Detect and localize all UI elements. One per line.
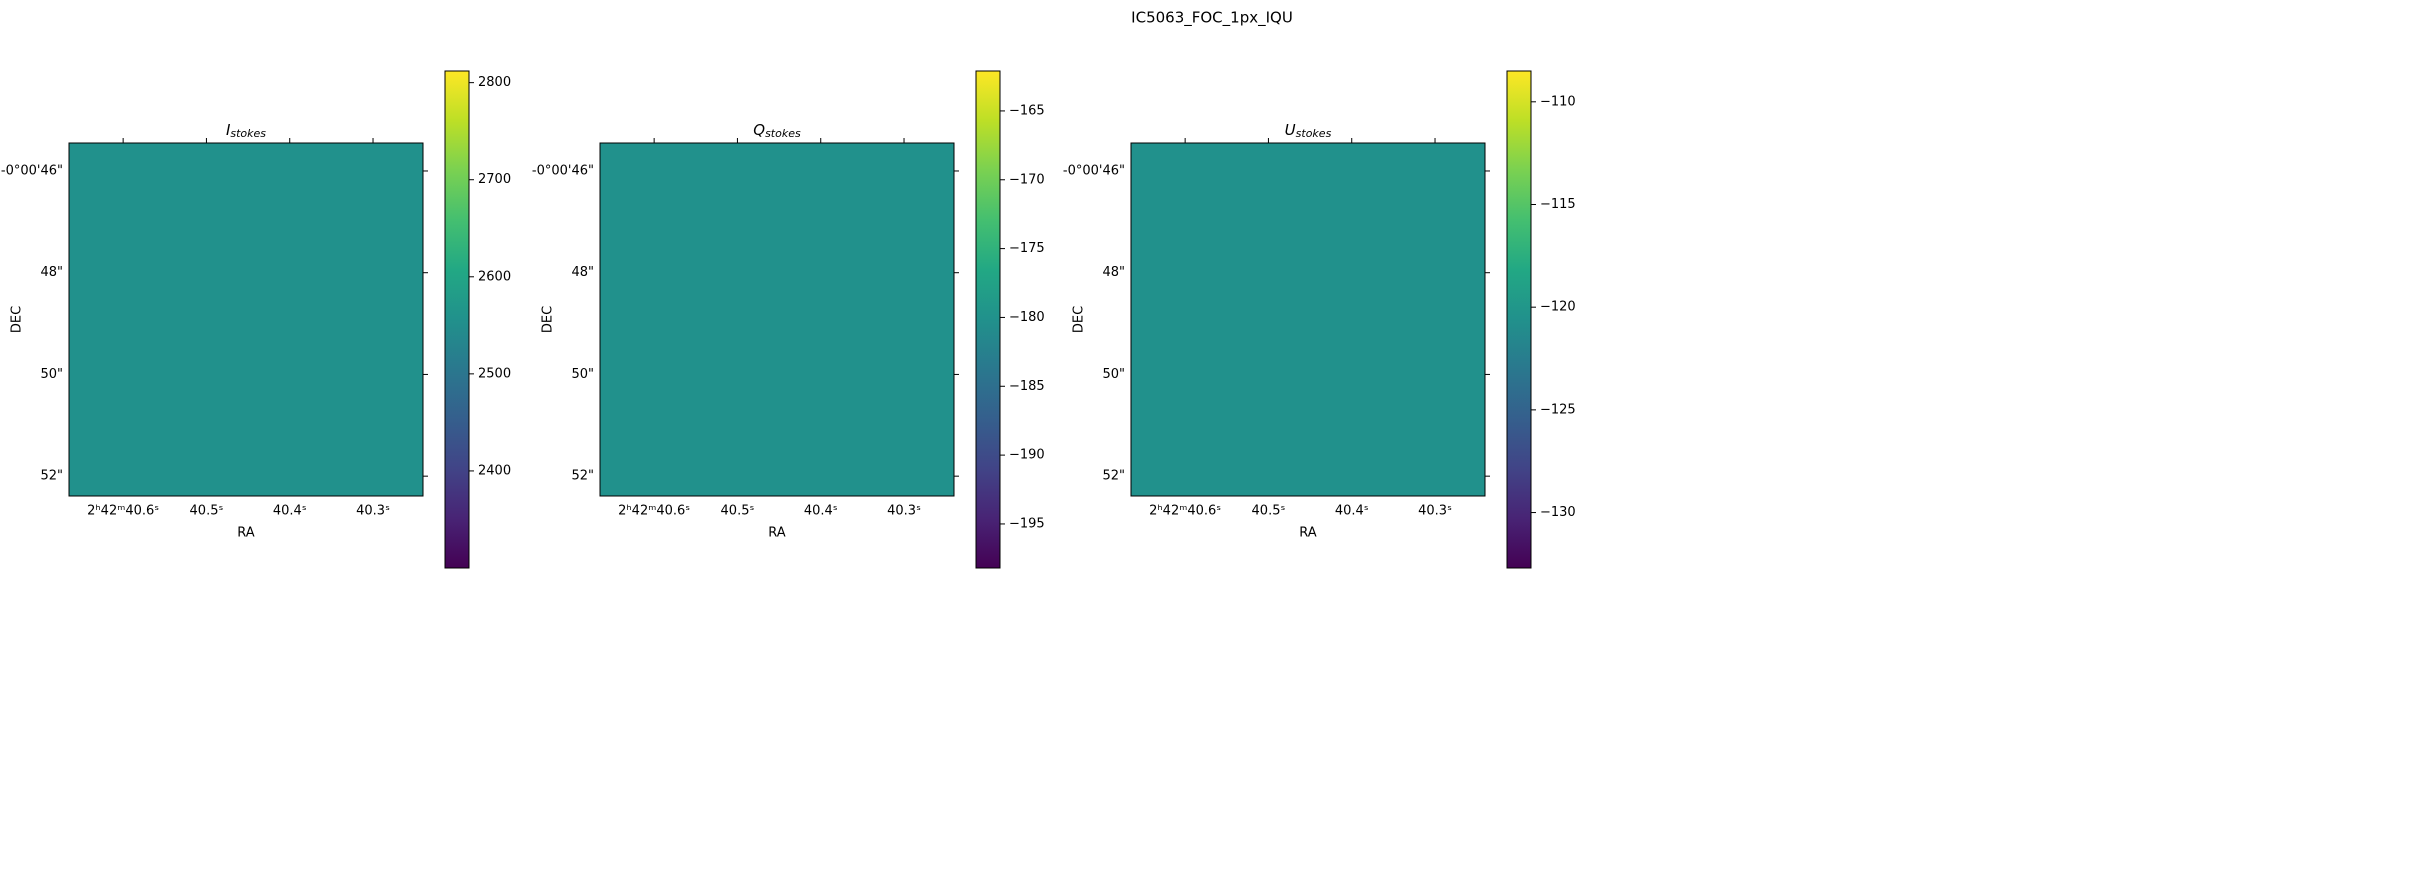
colorbar-tick-label: 2500 [478, 366, 511, 381]
colorbar-tick-label: −185 [1009, 379, 1045, 394]
y-axis-label: DEC [541, 306, 556, 333]
title-subscript: stokes [230, 127, 266, 140]
x-tick-label: 40.3ˢ [1418, 504, 1452, 519]
colorbar-tick-label: −130 [1540, 505, 1576, 520]
y-axis-label: DEC [10, 306, 25, 333]
x-tick-label: 2ʰ42ᵐ40.6ˢ [1149, 504, 1221, 519]
colorbar-tick-label: −125 [1540, 402, 1576, 417]
y-axis-label: DEC [1072, 306, 1087, 333]
y-tick-label: 48" [1102, 265, 1125, 280]
axes-title: Ustokes [1285, 121, 1332, 141]
colorbar [444, 70, 470, 569]
colorbar-tick-label: −170 [1009, 172, 1045, 187]
y-tick-label: -0°00'46" [1, 163, 63, 178]
x-tick-label: 40.4ˢ [804, 504, 838, 519]
x-tick-label: 40.4ˢ [1335, 504, 1369, 519]
title-main: I [226, 121, 231, 139]
colorbar-tick-label: −195 [1009, 516, 1045, 531]
colorbar-tick-label: −165 [1009, 103, 1045, 118]
y-tick-label: 50" [1102, 367, 1125, 382]
colorbar-tick-label: −115 [1540, 197, 1576, 212]
title-subscript: stokes [1296, 127, 1332, 140]
x-tick-label: 2ʰ42ᵐ40.6ˢ [87, 504, 159, 519]
colorbar-tick-label: −110 [1540, 94, 1576, 109]
y-tick-label: 50" [40, 367, 63, 382]
colorbar [1506, 70, 1532, 569]
axes-title: Qstokes [753, 121, 801, 141]
x-tick-label: 40.5ˢ [1252, 504, 1286, 519]
image-pixel [68, 142, 424, 497]
colorbar-tick-label: 2400 [478, 463, 511, 478]
x-axis-label: RA [768, 526, 786, 541]
colorbar-tick-label: −190 [1009, 448, 1045, 463]
title-main: U [1285, 121, 1296, 139]
colorbar-tick-label: 2800 [478, 75, 511, 90]
colorbar-tick-label: −175 [1009, 241, 1045, 256]
axes-title: Istokes [226, 121, 266, 141]
y-tick-label: -0°00'46" [1063, 163, 1125, 178]
colorbar [975, 70, 1001, 569]
colorbar-tick-label: −120 [1540, 300, 1576, 315]
y-tick-label: 52" [1102, 469, 1125, 484]
x-tick-label: 2ʰ42ᵐ40.6ˢ [618, 504, 690, 519]
y-tick-label: 52" [40, 469, 63, 484]
y-tick-label: 48" [571, 265, 594, 280]
figure-title: IC5063_FOC_1px_IQU [1131, 9, 1293, 28]
colorbar-tick-label: 2700 [478, 172, 511, 187]
x-tick-label: 40.4ˢ [273, 504, 307, 519]
title-subscript: stokes [765, 127, 801, 140]
x-tick-label: 40.5ˢ [721, 504, 755, 519]
x-tick-label: 40.3ˢ [356, 504, 390, 519]
colorbar-tick-label: 2600 [478, 269, 511, 284]
title-main: Q [753, 121, 765, 139]
image-pixel [1130, 142, 1486, 497]
x-tick-label: 40.3ˢ [887, 504, 921, 519]
image-pixel [599, 142, 955, 497]
x-axis-label: RA [237, 526, 255, 541]
y-tick-label: 50" [571, 367, 594, 382]
y-tick-label: 52" [571, 469, 594, 484]
y-tick-label: -0°00'46" [532, 163, 594, 178]
y-tick-label: 48" [40, 265, 63, 280]
colorbar-tick-label: −180 [1009, 310, 1045, 325]
x-tick-label: 40.5ˢ [190, 504, 224, 519]
x-axis-label: RA [1299, 526, 1317, 541]
